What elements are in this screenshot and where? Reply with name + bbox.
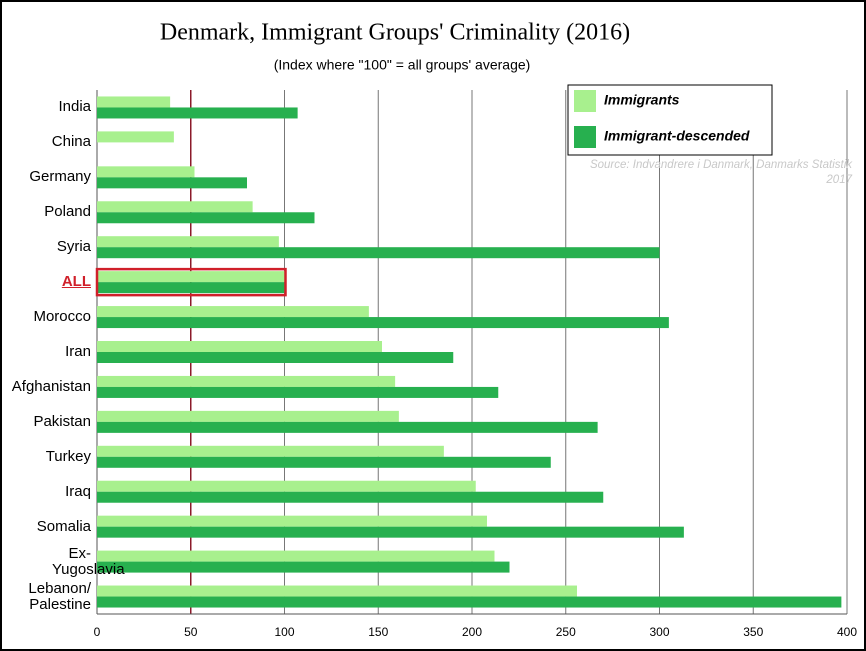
bar [97, 445, 444, 457]
bar [97, 596, 842, 608]
bar [97, 236, 279, 248]
x-tick-label: 350 [743, 625, 763, 639]
legend-swatch [574, 126, 596, 148]
y-tick-label: Germany [29, 168, 91, 186]
bar [97, 421, 598, 433]
bar [97, 271, 285, 283]
y-tick-label: ALL [61, 273, 91, 291]
bar [97, 561, 510, 573]
x-tick-label: 300 [649, 625, 669, 639]
y-tick-label: Morocco [33, 308, 91, 326]
y-tick-label: Pakistan [33, 412, 91, 430]
bar [97, 550, 495, 562]
bar [97, 247, 660, 259]
x-tick-label: 400 [837, 625, 857, 639]
bar [97, 96, 171, 108]
chart-title: Denmark, Immigrant Groups' Criminality (… [160, 20, 630, 46]
y-tick-label: Turkey [45, 447, 91, 465]
bar [97, 212, 315, 224]
x-tick-label: 250 [556, 625, 576, 639]
bar [97, 526, 684, 538]
bar [97, 131, 174, 143]
bar [97, 282, 285, 294]
highlight-box [95, 267, 287, 297]
y-tick-label: Syria [56, 238, 91, 256]
legend-swatch [574, 90, 596, 112]
legend-label: Immigrants [604, 92, 680, 108]
bar [97, 306, 369, 318]
bar [97, 386, 499, 398]
bar [97, 585, 577, 597]
bar [97, 107, 298, 119]
bar [97, 201, 253, 213]
bar [97, 515, 487, 527]
chart-subtitle: (Index where "100" = all groups' average… [274, 57, 531, 73]
bar [97, 375, 396, 387]
x-tick-label: 150 [368, 625, 388, 639]
bar [97, 166, 195, 178]
y-tick-label: China [51, 133, 91, 151]
bar [97, 177, 247, 189]
x-tick-label: 200 [462, 625, 482, 639]
y-tick-label: Poland [44, 203, 91, 221]
x-tick-label: 100 [274, 625, 294, 639]
bar [97, 317, 669, 329]
bar [97, 352, 454, 363]
bar [97, 491, 604, 503]
legend-box [567, 84, 773, 156]
bar [97, 480, 476, 492]
legend-label: Immigrant-descended [604, 128, 750, 144]
y-tick-label: Ex-Yugoslavia [52, 544, 125, 578]
source-note: Source: Indvandrere i Danmark, Danmarks … [589, 159, 852, 186]
x-tick-label: 50 [184, 625, 198, 639]
y-tick-label: Lebanon/ Palestine [28, 579, 91, 613]
bar [97, 456, 551, 468]
y-tick-label: Somalia [36, 517, 91, 535]
x-tick-label: 0 [94, 625, 101, 639]
y-tick-label: Afghanistan [11, 377, 91, 395]
y-tick-label: Iraq [65, 482, 91, 500]
y-tick-label: Iran [65, 343, 91, 360]
y-tick-label: India [58, 98, 91, 116]
bar [97, 410, 399, 422]
bar [97, 341, 382, 352]
